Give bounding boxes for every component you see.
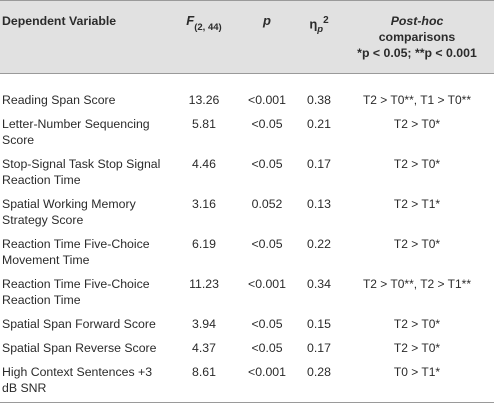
cell-post-hoc: T0 > T1* — [340, 360, 494, 403]
cell-p-value: <0.05 — [251, 317, 283, 331]
cell-p-value: <0.05 — [251, 237, 283, 251]
header-eta-sup: 2 — [323, 15, 329, 26]
cell-post-hoc: T2 > T0**, T1 > T0** — [362, 93, 472, 107]
cell-eta-value: 0.34 — [307, 277, 331, 291]
cell-post-hoc: T2 > T0* — [393, 317, 441, 331]
cell-dependent-variable: Reaction Time Five-Choice Reaction Time — [2, 277, 150, 307]
header-post-hoc-title: Post-hoc — [390, 14, 444, 28]
table-header: Dependent Variable F(2, 44) p ηp2 Post-h… — [0, 0, 494, 74]
cell-p-value: <0.05 — [251, 117, 283, 131]
cell-dependent-variable: High Context Sentences +3 dB SNR — [0, 360, 172, 403]
cell-post-hoc: T2 > T0* — [393, 117, 441, 131]
table-row: Reaction Time Five-Choice Movement Time … — [0, 232, 494, 272]
cell-eta-value: 0.22 — [307, 237, 331, 251]
cell-p-value: <0.001 — [248, 93, 286, 107]
cell-eta-value: 0.38 — [307, 93, 331, 107]
cell-p-value: <0.05 — [251, 157, 283, 171]
cell-f-value: 4.37 — [192, 341, 216, 355]
cell-f-value: 8.61 — [172, 360, 236, 403]
table-body: Reading Span Score 13.26 <0.001 0.38 T2 … — [0, 74, 494, 403]
header-f-df: (2, 44) — [194, 21, 222, 33]
cell-f-value: 11.23 — [189, 277, 219, 291]
cell-p-value: <0.05 — [251, 341, 283, 355]
header-post-hoc: Post-hoc comparisons *p < 0.05; **p < 0.… — [340, 0, 494, 74]
header-post-hoc-sub: comparisons — [378, 30, 456, 44]
header-post-hoc-significance: *p < 0.05; **p < 0.001 — [341, 45, 493, 61]
cell-post-hoc: T2 > T0* — [393, 341, 441, 355]
header-f-statistic: F(2, 44) — [172, 0, 236, 74]
header-f-symbol: F — [186, 13, 195, 28]
cell-p-value: <0.001 — [236, 360, 298, 403]
cell-dependent-variable: Spatial Span Reverse Score — [2, 341, 157, 355]
cell-eta-value: 0.21 — [307, 117, 331, 131]
cell-f-value: 3.94 — [192, 317, 216, 331]
cell-dependent-variable: Stop-Signal Task Stop Signal Reaction Ti… — [2, 157, 161, 187]
table-row: Spatial Working Memory Strategy Score 3.… — [0, 192, 494, 232]
cell-eta-value: 0.17 — [307, 341, 331, 355]
header-eta-symbol: η — [309, 16, 318, 32]
cell-dependent-variable: Spatial Working Memory Strategy Score — [2, 197, 136, 227]
cell-dependent-variable: Letter-Number Sequencing Score — [2, 117, 150, 147]
table-row: High Context Sentences +3 dB SNR 8.61 <0… — [0, 360, 494, 403]
cell-eta-value: 0.13 — [307, 197, 331, 211]
cell-dependent-variable: Reading Span Score — [2, 93, 116, 107]
cell-f-value: 5.81 — [192, 117, 216, 131]
header-sig-single: *p < 0.05; — [357, 46, 415, 60]
header-sig-double: **p < 0.001 — [414, 46, 477, 60]
cell-post-hoc: T2 > T0* — [393, 157, 441, 171]
cell-post-hoc: T2 > T0* — [393, 237, 441, 251]
header-row: Dependent Variable F(2, 44) p ηp2 Post-h… — [0, 0, 494, 74]
cell-f-value: 3.16 — [192, 197, 216, 211]
table-row: Reading Span Score 13.26 <0.001 0.38 T2 … — [0, 74, 494, 113]
cell-post-hoc: T2 > T0**, T2 > T1** — [362, 277, 472, 291]
table-row: Spatial Span Reverse Score 4.37 <0.05 0.… — [0, 336, 494, 360]
anova-results-table: Dependent Variable F(2, 44) p ηp2 Post-h… — [0, 0, 494, 403]
cell-dependent-variable: Reaction Time Five-Choice Movement Time — [2, 237, 150, 267]
cell-f-value: 13.26 — [188, 93, 220, 107]
cell-f-value: 6.19 — [192, 237, 216, 251]
cell-eta-value: 0.15 — [307, 317, 331, 331]
cell-post-hoc: T2 > T1* — [393, 197, 441, 211]
table-row: Spatial Span Forward Score 3.94 <0.05 0.… — [0, 312, 494, 336]
header-eta-sub: p — [317, 23, 324, 35]
table-row: Letter-Number Sequencing Score 5.81 <0.0… — [0, 112, 494, 152]
cell-p-value: 0.052 — [251, 197, 283, 211]
header-eta-squared: ηp2 — [298, 0, 340, 74]
cell-dependent-variable: Spatial Span Forward Score — [2, 317, 156, 331]
table-row: Reaction Time Five-Choice Reaction Time … — [0, 272, 494, 312]
header-dependent-variable: Dependent Variable — [0, 0, 172, 74]
table-row: Stop-Signal Task Stop Signal Reaction Ti… — [0, 152, 494, 192]
cell-p-value: <0.001 — [248, 277, 286, 291]
cell-f-value: 4.46 — [192, 157, 216, 171]
cell-eta-value: 0.28 — [298, 360, 340, 403]
cell-eta-value: 0.17 — [307, 157, 331, 171]
header-p-value: p — [236, 0, 298, 74]
